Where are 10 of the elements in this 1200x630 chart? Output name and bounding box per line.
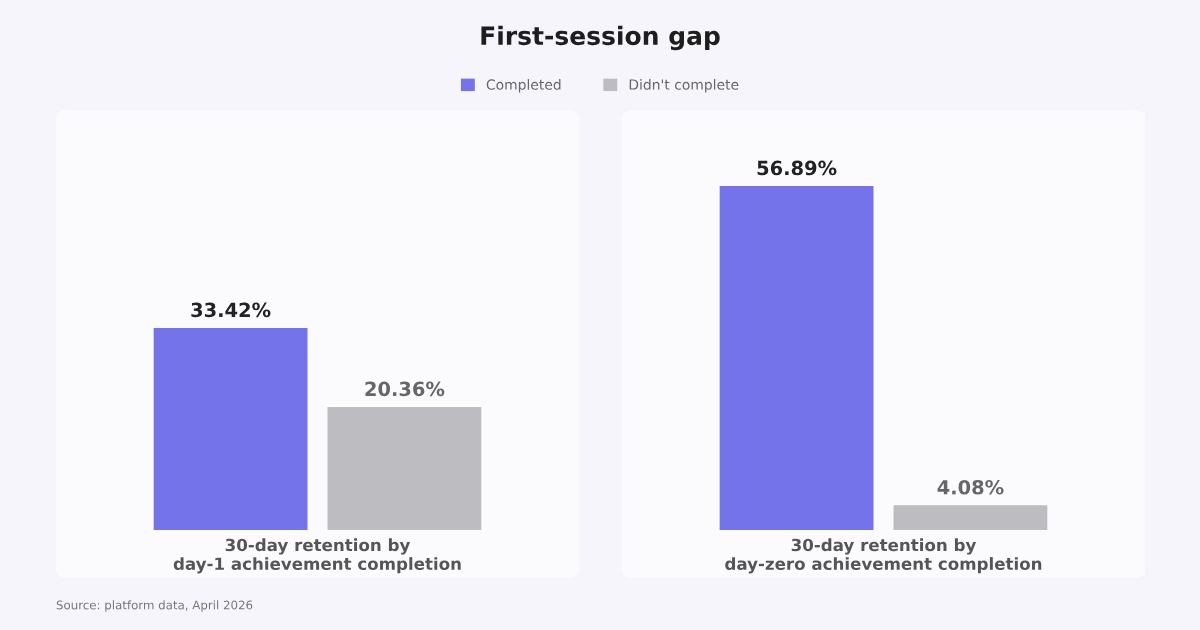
data-label: 33.42% <box>191 302 271 318</box>
source-note: Source: platform data, April 2026 <box>56 600 253 612</box>
data-label: 20.36% <box>365 381 445 397</box>
legend-label: Didn't complete <box>629 79 739 93</box>
data-label: 4.08% <box>937 479 1004 495</box>
x-axis-title: 30-day retention by day-1 achievement completion <box>173 538 461 574</box>
text: First-session gap <box>481 25 720 51</box>
data-label: 56.89% <box>757 160 837 176</box>
legend-label: Completed <box>486 79 561 93</box>
x-axis-title: 30-day retention by day-zero achievement completion <box>725 538 1042 574</box>
